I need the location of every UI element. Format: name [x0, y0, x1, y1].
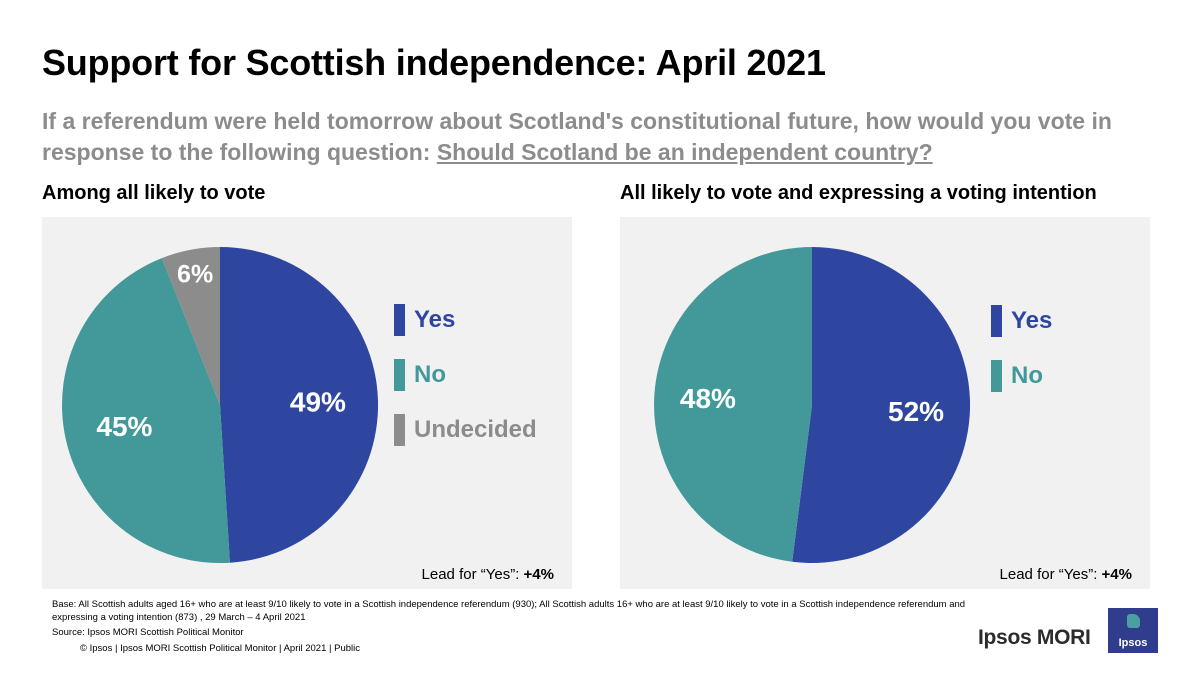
- logo-mark-icon: [1127, 614, 1140, 628]
- ipsos-logo: Ipsos: [1108, 608, 1158, 653]
- data-label-yes: 49%: [290, 386, 346, 417]
- lead-value: +4%: [523, 566, 554, 583]
- chart-2-title: All likely to vote and expressing a voti…: [620, 182, 1097, 204]
- lead-label: Lead for “Yes”:: [421, 566, 520, 583]
- lead-label: Lead for “Yes”:: [999, 566, 1098, 583]
- chart-2-panel: 52% 48% Yes No Lead for “Yes”: +4%: [620, 217, 1150, 589]
- survey-question: If a referendum were held tomorrow about…: [42, 106, 1152, 168]
- chart-1-panel: 49% 45% 6% Yes No Undecided Lead for “Yes”…: [42, 217, 572, 589]
- source-note: Source: Ipsos MORI Scottish Political Mo…: [52, 627, 244, 638]
- chart-1-lead: Lead for “Yes”: +4%: [422, 566, 554, 583]
- pie-slice-yes: [792, 247, 971, 563]
- pie-slice-no: [62, 258, 230, 564]
- page-title: Support for Scottish independence: April…: [42, 42, 826, 83]
- logo-text: Ipsos: [1118, 637, 1148, 649]
- legend-label-yes: Yes: [414, 306, 456, 333]
- legend-swatch-no: [394, 359, 405, 391]
- chart-2-lead: Lead for “Yes”: +4%: [1000, 566, 1132, 583]
- data-label-no: 45%: [96, 411, 152, 442]
- pie-slice-no: [654, 247, 812, 562]
- legend-label-no: No: [414, 361, 446, 388]
- legend-label-undecided: Undecided: [414, 416, 537, 443]
- copyright-note: © Ipsos | Ipsos MORI Scottish Political …: [80, 643, 360, 654]
- pie-slice-yes: [220, 247, 379, 563]
- chart-1-title: Among all likely to vote: [42, 182, 266, 204]
- legend-swatch-no: [991, 360, 1002, 392]
- legend-swatch-yes: [394, 304, 405, 336]
- brand-name: Ipsos MORI: [978, 626, 1091, 649]
- legend-swatch-undecided: [394, 414, 405, 446]
- pie-slice-undecided: [161, 247, 220, 405]
- data-label-yes: 52%: [888, 396, 944, 427]
- question-underlined: Should Scotland be an independent countr…: [436, 139, 933, 165]
- chart-1-pie: 49% 45% 6%: [62, 247, 379, 564]
- question-text: If a referendum were held tomorrow about…: [42, 108, 1112, 165]
- legend-label-no: No: [1011, 362, 1043, 389]
- lead-value: +4%: [1101, 566, 1132, 583]
- chart-2-pie: 52% 48%: [654, 247, 971, 563]
- legend-swatch-yes: [991, 305, 1002, 337]
- data-label-no: 48%: [680, 383, 736, 414]
- legend-label-yes: Yes: [1011, 307, 1053, 334]
- base-note: Base: All Scottish adults aged 16+ who a…: [52, 599, 966, 623]
- data-label-undecided: 6%: [177, 261, 213, 289]
